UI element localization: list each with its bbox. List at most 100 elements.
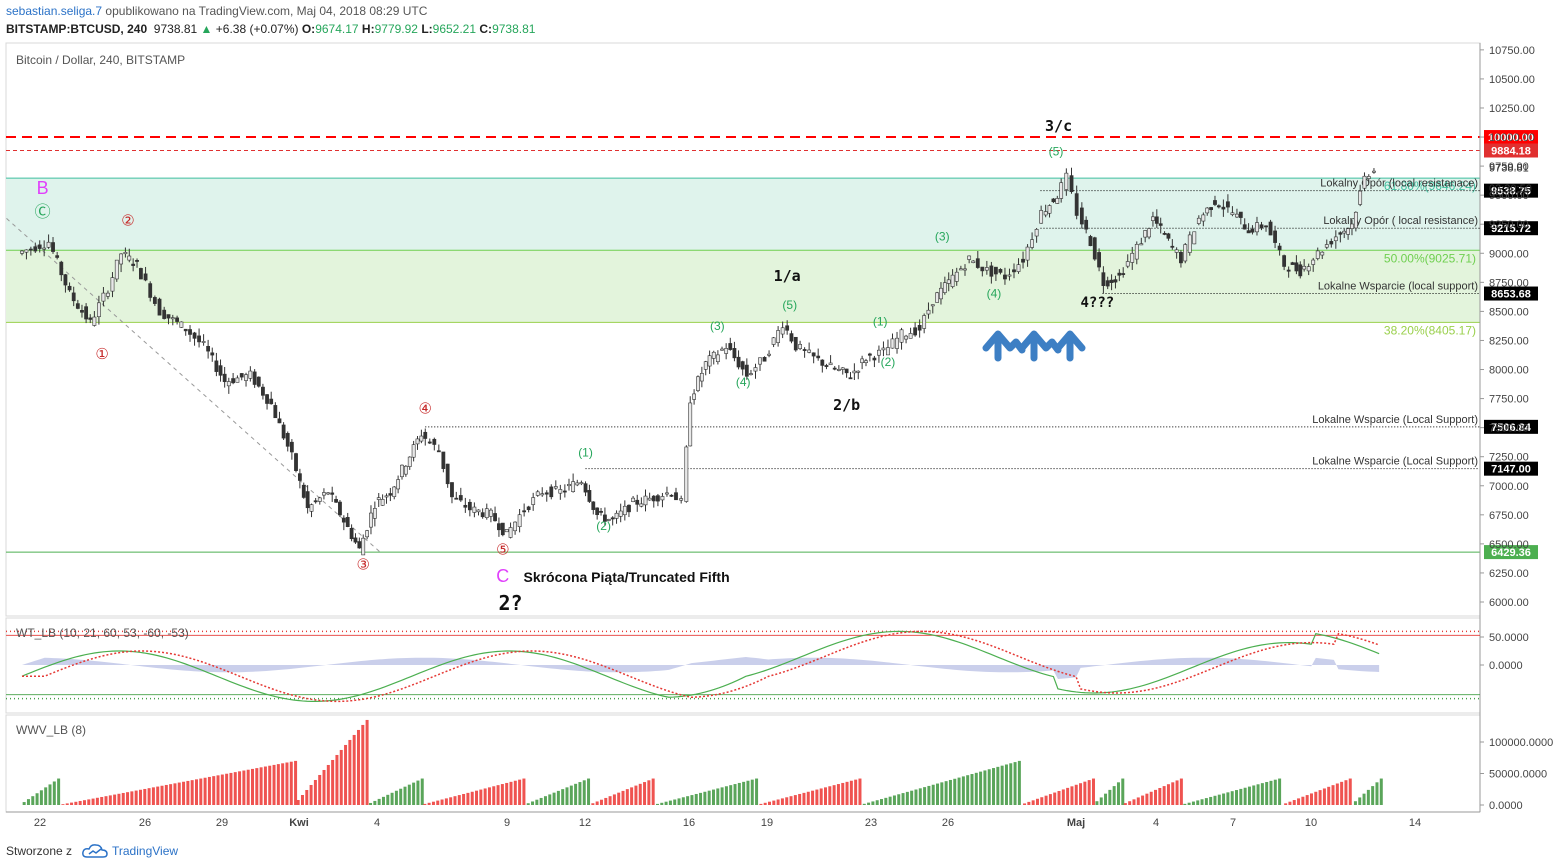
candle — [785, 325, 790, 331]
candle — [1201, 214, 1206, 222]
price-tag-label: 7506.84 — [1491, 422, 1532, 434]
wave-label: (2) — [881, 355, 896, 369]
candle — [441, 451, 446, 469]
price-tag — [1484, 461, 1538, 476]
candle — [1158, 223, 1163, 226]
x-tick-label: 26 — [942, 817, 954, 829]
y-tick-label: 7500.00 — [1489, 423, 1529, 435]
wwv-bar — [212, 776, 216, 805]
wwv-bar — [1335, 783, 1339, 805]
candle — [886, 347, 890, 356]
wwv-bar — [974, 772, 978, 805]
wave-label: 2/b — [833, 396, 860, 414]
x-tick-label: 22 — [34, 817, 46, 829]
symbol-label[interactable]: BITSTAMP:BTCUSD, 240 — [6, 22, 148, 36]
candle — [1109, 279, 1114, 283]
candle — [42, 247, 47, 250]
wwv-bar — [207, 776, 211, 805]
wwv-bar — [612, 794, 616, 805]
candle — [1134, 243, 1139, 260]
wwv-bar — [309, 784, 313, 805]
wwv-bar — [369, 802, 373, 805]
wwv-bar — [423, 803, 427, 805]
candle — [1143, 230, 1148, 238]
candle — [1235, 213, 1239, 218]
candle — [372, 508, 377, 519]
candle — [732, 348, 737, 359]
candle — [802, 349, 807, 351]
wwv-bar — [1284, 803, 1288, 805]
candle — [848, 377, 853, 380]
wwv-bar — [48, 784, 52, 805]
wwv-bar — [983, 770, 987, 805]
candle — [110, 277, 115, 292]
tradingview-link[interactable]: TradingView — [112, 844, 179, 858]
candle — [993, 266, 998, 275]
wt-title: WT_LB (10, 21, 60, 53, -60, -53) — [16, 626, 189, 640]
wwv-bar — [305, 789, 309, 805]
wwv-bar — [1162, 786, 1166, 805]
wwv-bar — [268, 765, 272, 805]
wwv-bars — [22, 719, 1383, 805]
fib-label: 61.80%(9646.24) — [1384, 179, 1476, 193]
wwv-bar — [348, 739, 352, 805]
wwv-bar — [767, 801, 771, 805]
wwv-bar — [1158, 787, 1162, 805]
candle — [472, 506, 477, 513]
wwv-tick-label: 50000.0000 — [1489, 769, 1547, 781]
open-label: O: — [301, 22, 316, 36]
wwv-bar — [1057, 790, 1061, 805]
wwv-bar — [1358, 797, 1362, 805]
wave-label: (5) — [1049, 145, 1064, 159]
wwv-bar — [216, 775, 220, 805]
wwv-bar — [143, 788, 147, 805]
candle — [361, 537, 366, 556]
wwv-bar — [173, 783, 177, 805]
candle — [244, 374, 248, 381]
wwv-bar — [1273, 779, 1277, 805]
wwv-bar — [126, 792, 130, 805]
candle — [832, 367, 837, 370]
candle — [369, 512, 373, 528]
wwv-bar — [815, 789, 819, 805]
candle — [1358, 190, 1363, 205]
wwv-bar — [720, 787, 724, 805]
wwv-bar — [190, 780, 194, 805]
candle — [1205, 207, 1210, 214]
candle — [890, 338, 895, 349]
candle — [1039, 210, 1044, 224]
candle — [235, 377, 240, 383]
candle — [558, 489, 563, 494]
wwv-bar — [436, 800, 440, 805]
wwv-bar — [1309, 793, 1313, 805]
wwv-bar — [1128, 801, 1132, 805]
wwv-bar — [694, 793, 698, 805]
wave-label: ② — [121, 212, 134, 229]
wwv-bar — [339, 749, 343, 805]
candle — [1074, 193, 1079, 216]
wwv-bar — [1230, 791, 1234, 805]
y-tick-label: 7000.00 — [1489, 481, 1529, 493]
wwv-bar — [444, 798, 448, 805]
wwv-bar — [1141, 795, 1145, 805]
wwv-bar — [832, 785, 836, 805]
candle — [715, 354, 720, 363]
wwv-bar — [1095, 801, 1099, 805]
candle — [256, 376, 261, 387]
wave-label: C — [496, 566, 509, 586]
wwv-bar — [1239, 788, 1243, 805]
candle — [476, 509, 481, 513]
wwv-bar — [61, 804, 65, 805]
wwv-bar — [70, 802, 74, 805]
candle — [28, 248, 33, 251]
wwv-bar — [811, 790, 815, 805]
candle — [1187, 234, 1192, 253]
wwv-bar — [108, 795, 112, 805]
author-link[interactable]: sebastian.seliga.7 — [6, 4, 103, 18]
wwv-bar — [591, 803, 595, 805]
candle — [728, 343, 733, 350]
low-label: L: — [421, 22, 433, 36]
wwv-bar — [737, 782, 741, 805]
chart-header: sebastian.seliga.7 opublikowano na Tradi… — [0, 0, 1567, 40]
